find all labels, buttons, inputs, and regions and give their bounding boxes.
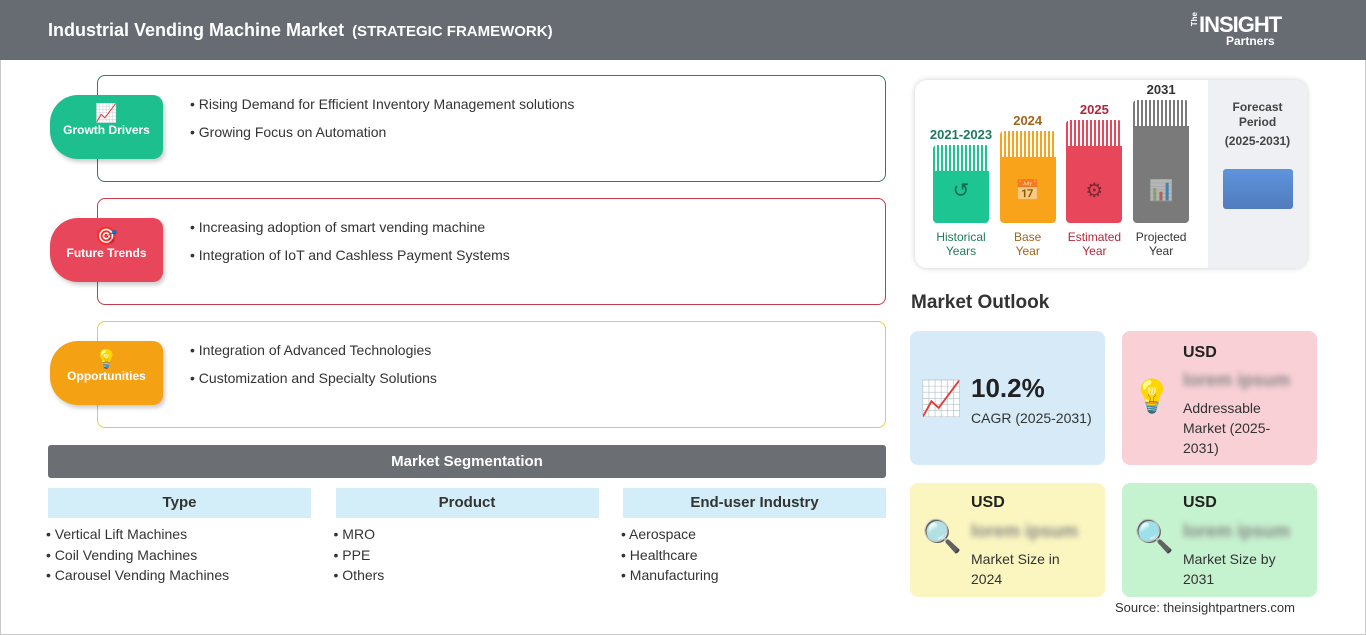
segment-item-text: PPE bbox=[342, 546, 371, 563]
bullet-text: Customization and Specialty Solutions bbox=[198, 370, 437, 386]
timeline-label: Base Year bbox=[1014, 230, 1042, 258]
bullet-text: Rising Demand for Efficient Inventory Ma… bbox=[198, 96, 575, 112]
timeline-year: 2021-2023 bbox=[929, 127, 993, 142]
framework-bullet: • Customization and Specialty Solutions bbox=[190, 370, 437, 386]
segment-item-text: Healthcare bbox=[629, 546, 698, 563]
segment-item-text: Carousel Vending Machines bbox=[54, 567, 230, 583]
magnifier-chart-icon: 🔍 bbox=[1134, 518, 1174, 554]
bullet-text: Integration of Advanced Technologies bbox=[198, 342, 432, 358]
size-2031-card: 🔍 USD lorem ipsum Market Size by 2031 bbox=[1122, 483, 1317, 597]
segment-header: Type bbox=[48, 488, 311, 518]
framework-label: Growth Drivers bbox=[63, 123, 150, 137]
target-icon: 🎯 bbox=[95, 226, 118, 246]
header-bar bbox=[0, 0, 1366, 60]
framework-bullet: • Integration of Advanced Technologies bbox=[190, 342, 432, 358]
size-2024-currency: USD bbox=[971, 494, 1005, 511]
framework-label: Future Trends bbox=[66, 246, 147, 260]
segment-item: • Vertical Lift Machines bbox=[46, 526, 188, 542]
bullet-text: Integration of IoT and Cashless Payment … bbox=[198, 247, 510, 263]
source-text: Source: theinsightpartners.com bbox=[1115, 600, 1295, 615]
segment-item: • MRO bbox=[333, 526, 375, 542]
lightbulb-hand-icon: 💡 bbox=[95, 349, 118, 369]
framework-card bbox=[97, 321, 886, 428]
segment-item-text: MRO bbox=[342, 526, 375, 542]
addressable-card: 💡 USD lorem ipsum Addressable Market (20… bbox=[1122, 331, 1317, 465]
calendar-icon: 📅 bbox=[999, 157, 1056, 223]
segment-item: • Healthcare bbox=[621, 546, 698, 563]
framework-badge: 🎯 Future Trends bbox=[50, 218, 163, 282]
size-2031-label: Market Size by 2031 bbox=[1183, 551, 1276, 587]
segment-item: • PPE bbox=[333, 546, 371, 563]
forecast-range: (2025-2031) bbox=[1224, 134, 1291, 148]
magnifier-chart-icon: 🔍 bbox=[922, 518, 962, 554]
timeline-bar: ↺ bbox=[933, 145, 989, 223]
analytics-gear-icon: ⚙ bbox=[1066, 146, 1123, 223]
history-icon: ↺ bbox=[933, 171, 989, 223]
segment-item-text: Coil Vending Machines bbox=[54, 546, 198, 563]
timeline-bar: 📅 bbox=[999, 131, 1056, 223]
size-2031-value: lorem ipsum bbox=[1183, 521, 1291, 541]
bar-chart-up-icon: 📈 bbox=[95, 103, 118, 123]
cagr-card: 📈 10.2% CAGR (2025-2031) bbox=[910, 331, 1105, 465]
forecast-label-2: Period bbox=[1238, 115, 1277, 129]
timeline-label: Estimated Year bbox=[1067, 230, 1122, 258]
analytics-illustration-icon bbox=[1222, 169, 1293, 209]
page-title: Industrial Vending Machine Market (STRATE… bbox=[48, 20, 553, 40]
segment-item: • Others bbox=[333, 567, 385, 583]
timeline-year: 2025 bbox=[1079, 102, 1109, 117]
timeline-bar: ⚙ bbox=[1066, 120, 1123, 223]
segment-item: • Manufacturing bbox=[621, 567, 719, 583]
timeline-year: 2031 bbox=[1146, 82, 1176, 97]
framework-badge: 📈 Growth Drivers bbox=[50, 95, 163, 159]
forecast-period: Forecast Period (2025-2031) bbox=[1208, 80, 1307, 268]
size-2024-value: lorem ipsum bbox=[971, 521, 1079, 541]
logo: TheINSIGHT Partners bbox=[1190, 12, 1282, 48]
page-subtitle: (STRATEGIC FRAMEWORK) bbox=[352, 23, 553, 40]
framework-label: Opportunities bbox=[67, 369, 146, 383]
segment-item: • Coil Vending Machines bbox=[46, 546, 198, 563]
cagr-value: 10.2% bbox=[971, 373, 1045, 403]
bullet-text: Increasing adoption of smart vending mac… bbox=[198, 219, 486, 235]
size-2024-label: Market Size in 2024 bbox=[971, 551, 1060, 587]
addressable-label: Addressable Market (2025-2031) bbox=[1183, 400, 1271, 456]
timeline-label: Historical Years bbox=[936, 230, 986, 258]
segment-header: End-user Industry bbox=[623, 488, 886, 518]
lightbulb-dollar-icon: 💡 bbox=[1132, 378, 1172, 414]
framework-bullet: • Rising Demand for Efficient Inventory … bbox=[190, 96, 575, 112]
presentation-chart-icon: 📊 bbox=[1133, 126, 1190, 223]
timeline-year: 2024 bbox=[1013, 113, 1043, 128]
segment-item-text: Manufacturing bbox=[629, 567, 719, 583]
segment-item-text: Vertical Lift Machines bbox=[54, 526, 188, 542]
segmentation-title: Market Segmentation bbox=[48, 445, 886, 478]
outlook-title: Market Outlook bbox=[911, 292, 1050, 313]
segment-header: Product bbox=[335, 488, 599, 518]
timeline-label: Projected Year bbox=[1135, 230, 1187, 258]
growth-chart-icon: 📈 bbox=[920, 380, 963, 418]
timeline-bar: 📊 bbox=[1133, 100, 1190, 223]
addressable-value: lorem ipsum bbox=[1183, 370, 1291, 390]
segment-item-text: Others bbox=[342, 567, 385, 583]
framework-bullet: • Increasing adoption of smart vending m… bbox=[190, 219, 486, 235]
framework-card bbox=[97, 75, 886, 182]
size-2031-currency: USD bbox=[1183, 494, 1217, 511]
forecast-label: Forecast bbox=[1232, 100, 1283, 114]
framework-badge: 💡 Opportunities bbox=[50, 341, 163, 405]
segment-item: • Aerospace bbox=[621, 526, 696, 542]
cagr-label: CAGR (2025-2031) bbox=[971, 410, 1092, 426]
bullet-text: Growing Focus on Automation bbox=[198, 124, 387, 140]
segment-item-text: Aerospace bbox=[629, 526, 696, 542]
segment-item: • Carousel Vending Machines bbox=[46, 567, 230, 583]
addressable-currency: USD bbox=[1183, 344, 1217, 361]
framework-bullet: • Growing Focus on Automation bbox=[190, 124, 387, 140]
size-2024-card: 🔍 USD lorem ipsum Market Size in 2024 bbox=[910, 483, 1105, 597]
framework-bullet: • Integration of IoT and Cashless Paymen… bbox=[190, 247, 510, 263]
